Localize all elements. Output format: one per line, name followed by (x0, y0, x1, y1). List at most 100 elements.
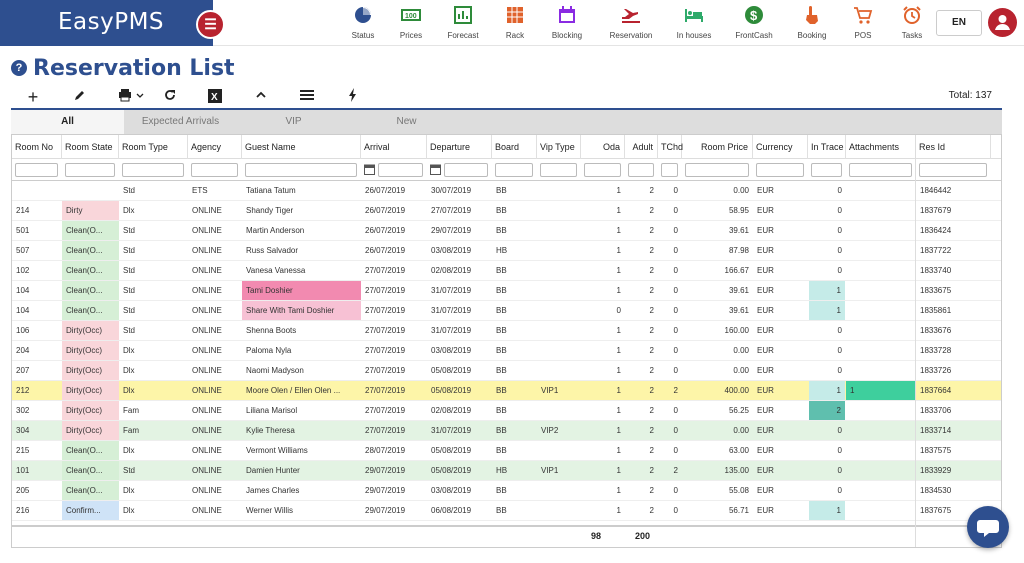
nav-rack[interactable]: Rack (490, 0, 540, 46)
column-header-guest[interactable]: Guest Name (242, 135, 361, 159)
menu-toggle-button[interactable]: ☰ (196, 10, 225, 39)
cell-board: BB (496, 506, 507, 515)
filter-input-att[interactable] (849, 163, 912, 177)
cell-room: 104 (16, 306, 30, 315)
cell-board: BB (496, 286, 507, 295)
table-row[interactable]: 104 Clean(O... Std ONLINE Tami Doshier 27/07/… (12, 281, 1001, 301)
nav-pos[interactable]: POS (843, 0, 883, 46)
column-header-vip[interactable]: Vip Type (537, 135, 581, 159)
tab-new[interactable]: New (396, 116, 417, 127)
column-header-dep[interactable]: Departure (427, 135, 492, 159)
column-header-oda[interactable]: Oda (581, 135, 625, 159)
tab-expected-arrivals[interactable]: Expected Arrivals (141, 116, 220, 127)
filter-input-cur[interactable] (756, 163, 804, 177)
nav-forecast[interactable]: Forecast (437, 0, 489, 46)
cell-oda: 1 (616, 266, 621, 275)
cell-price: 39.61 (728, 286, 749, 295)
table-row[interactable]: 507 Clean(O... Std ONLINE Russ Salvador 26/07… (12, 241, 1001, 261)
filter-input-guest[interactable] (245, 163, 357, 177)
language-selector[interactable]: EN (936, 10, 982, 36)
filter-input-chd[interactable] (661, 163, 678, 177)
table-row[interactable]: 106 Dirty(Occ) Std ONLINE Shenna Boots 27/07/… (12, 321, 1001, 341)
nav-booking[interactable]: Booking (786, 0, 838, 46)
filter-input-arr[interactable] (378, 163, 423, 177)
column-header-att[interactable]: Attachments (846, 135, 916, 159)
table-row[interactable]: 214 Dirty Dlx ONLINE Shandy Tiger 26/07/2019 2… (12, 201, 1001, 221)
filter-input-vip[interactable] (540, 163, 577, 177)
cell-agency: ONLINE (192, 266, 222, 275)
nav-tasks[interactable]: Tasks (889, 0, 935, 46)
filter-input-type[interactable] (122, 163, 184, 177)
table-row[interactable]: 304 Dirty(Occ) Fam ONLINE Kylie Theresa 27/07… (12, 421, 1001, 441)
column-header-state[interactable]: Room State (62, 135, 119, 159)
nav-in-houses[interactable]: In houses (667, 0, 721, 46)
table-row[interactable]: 207 Dirty(Occ) Dlx ONLINE Naomi Madyson 27/07… (12, 361, 1001, 381)
tab-all[interactable]: All (11, 110, 124, 134)
table-row[interactable]: 205 Clean(O... Dlx ONLINE James Charles 29/07… (12, 481, 1001, 501)
column-header-room[interactable]: Room No (12, 135, 62, 159)
collapse-icon[interactable] (251, 88, 271, 106)
nav-status[interactable]: Status (343, 0, 383, 46)
filter-input-dep[interactable] (444, 163, 488, 177)
nav-label: Reservation (609, 31, 653, 40)
filter-input-oda[interactable] (584, 163, 621, 177)
column-header-chd[interactable]: TChd (658, 135, 683, 159)
cell-price: 39.61 (728, 306, 749, 315)
column-header-type[interactable]: Room Type (119, 135, 188, 159)
column-header-cur[interactable]: Currency (753, 135, 808, 159)
filter-input-price[interactable] (685, 163, 749, 177)
list-menu-icon[interactable] (297, 88, 317, 106)
cell-guest: Naomi Madyson (246, 366, 304, 375)
cell-vip (537, 501, 581, 520)
chat-bubble-button[interactable] (967, 506, 1009, 548)
column-header-trace[interactable]: In Trace (808, 135, 846, 159)
excel-export-icon[interactable]: X (205, 88, 225, 106)
refresh-icon[interactable] (160, 88, 180, 106)
filter-input-room[interactable] (15, 163, 58, 177)
column-header-agency[interactable]: Agency (188, 135, 242, 159)
print-icon[interactable] (115, 88, 145, 106)
tab-vip[interactable]: VIP (285, 116, 302, 127)
calendar-icon[interactable] (430, 163, 441, 176)
filter-input-state[interactable] (65, 163, 115, 177)
filter-input-res[interactable] (919, 163, 987, 177)
filter-input-adult[interactable] (628, 163, 654, 177)
table-row[interactable]: 501 Clean(O... Std ONLINE Martin Anderson 26/… (12, 221, 1001, 241)
nav-frontcash[interactable]: $ FrontCash (725, 0, 783, 46)
cell-type: Dlx (123, 206, 135, 215)
table-row[interactable]: 212 Dirty(Occ) Dlx ONLINE Moore Olen / Ellen… (12, 381, 1001, 401)
column-header-arr[interactable]: Arrival (361, 135, 427, 159)
table-row[interactable]: 216 Confirm... Dlx ONLINE Werner Willis 29/07… (12, 501, 1001, 521)
cell-type: Std (123, 326, 136, 335)
edit-icon[interactable] (70, 88, 90, 106)
filter-input-trace[interactable] (811, 163, 842, 177)
calendar-icon[interactable] (364, 163, 375, 176)
cell-att (846, 461, 916, 480)
quick-action-bolt-icon[interactable] (343, 88, 363, 106)
column-header-board[interactable]: Board (492, 135, 537, 159)
table-row[interactable]: 101 Clean(O... Std ONLINE Damien Hunter 29/07… (12, 461, 1001, 481)
filter-input-board[interactable] (495, 163, 533, 177)
cell-res: 1833929 (920, 466, 952, 475)
table-row[interactable]: 204 Dirty(Occ) Dlx ONLINE Paloma Nyla 27/07/2… (12, 341, 1001, 361)
add-icon[interactable]: + (27, 87, 39, 107)
user-avatar-icon[interactable] (988, 8, 1017, 37)
filter-input-agency[interactable] (191, 163, 238, 177)
table-row[interactable]: 102 Clean(O... Std ONLINE Vanesa Vanessa 27/0… (12, 261, 1001, 281)
cell-state: Clean(O... (62, 281, 119, 300)
nav-prices[interactable]: 100 Prices (388, 0, 434, 46)
cell-arr: 29/07/2019 (365, 466, 406, 475)
table-row[interactable]: 302 Dirty(Occ) Fam ONLINE Liliana Marisol 27/… (12, 401, 1001, 421)
help-icon[interactable]: ? (11, 60, 27, 76)
reservation-grid: Room No Room State Room Type Agency Guest Na… (11, 134, 1002, 548)
cell-guest: Russ Salvador (246, 246, 299, 255)
table-row[interactable]: 215 Clean(O... Dlx ONLINE Vermont Williams 28… (12, 441, 1001, 461)
table-row[interactable]: Std ETS Tatiana Tatum 26/07/2019 30/07/2019 B… (12, 181, 1001, 201)
column-header-adult[interactable]: Adult (625, 135, 658, 159)
cell-res: 1834530 (920, 486, 952, 495)
table-row[interactable]: 104 Clean(O... Std ONLINE Share With Tami Do… (12, 301, 1001, 321)
column-header-price[interactable]: Room Price (682, 135, 753, 159)
nav-reservation[interactable]: Reservation (598, 0, 664, 46)
column-header-res[interactable]: Res Id (916, 135, 991, 159)
nav-blocking[interactable]: Blocking (540, 0, 594, 46)
